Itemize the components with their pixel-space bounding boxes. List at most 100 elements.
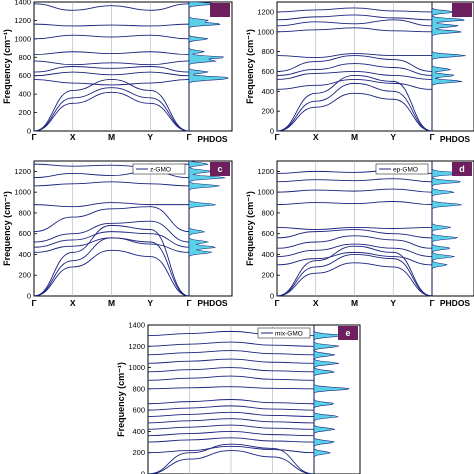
panel-c-ytick-label: 1000	[14, 188, 31, 197]
panel-c-ylabel: Frequency (cm⁻¹)	[2, 191, 12, 266]
panel-c-dos-curve	[188, 160, 226, 296]
panel-d-ytick-label: 400	[261, 250, 274, 259]
panel-e-ytick-label: 1000	[128, 363, 145, 372]
panel-d-badge	[452, 162, 472, 176]
panel-a-band-5	[33, 71, 190, 77]
panel-d-ytick-label: 200	[261, 271, 274, 280]
panel-a-band-11	[33, 3, 190, 11]
panel-e-band-7	[147, 418, 315, 424]
panel-a-badge	[210, 3, 230, 17]
panel-b-dos-curve	[431, 2, 466, 131]
panel-b-band-5	[276, 71, 433, 80]
panel-b-band-9	[276, 27, 433, 33]
panel-d-band-4	[276, 251, 433, 266]
panel-b-band-3	[276, 74, 433, 132]
panel-e-ytick-label: 1400	[128, 321, 145, 330]
panel-a-dos-label: PHDOS	[197, 134, 228, 144]
panel-b-band-4	[276, 78, 433, 90]
panel-b-ytick-label: 0	[270, 127, 274, 136]
panel-e-band-5	[147, 430, 315, 437]
panel-d-xtick-label: Γ	[274, 298, 279, 308]
panel-a-band-10	[33, 23, 190, 27]
panel-c-band-8	[33, 202, 190, 208]
panel-e-band-12	[147, 375, 315, 381]
panel-e-band-4	[147, 437, 315, 443]
panel-d-xtick-label: M	[351, 298, 358, 308]
panel-d-ytick-label: 1200	[257, 167, 274, 176]
panel-c-band-1	[33, 249, 190, 297]
panel-e-band-2	[147, 443, 315, 474]
panel-a-ytick-label: 200	[18, 108, 31, 117]
panel-c-xtick-label: X	[70, 298, 76, 308]
panel-b-ytick-label: 600	[261, 67, 274, 76]
panel-b-band-12	[276, 7, 433, 13]
panel-d-ytick-label: 1000	[257, 188, 274, 197]
panel-d-band-11	[276, 178, 433, 183]
panel-c-legend	[132, 163, 186, 175]
panel-b-ytick-label: 400	[261, 87, 274, 96]
panel-c-dos-frame	[188, 160, 233, 297]
panel-e: 0 200 400 600 800 1000 1200 1400 Frequency (cm⁻¹…	[116, 321, 361, 474]
panel-c-ytick-label: 1200	[14, 167, 31, 176]
panel-b-ytick-label: 1200	[257, 7, 274, 16]
panel-c-ytick-label: 800	[18, 208, 31, 217]
panel-d-band-9	[276, 201, 433, 206]
panel-c-band-6	[33, 220, 190, 243]
panel-d-dos-label: PHDOS	[440, 298, 471, 308]
panel-b-xtick-label: X	[313, 132, 319, 142]
panel-b-xtick-label: Γ	[429, 132, 434, 142]
panel-c-xtick-label: Γ	[31, 298, 36, 308]
panel-d-xtick-label: Y	[390, 298, 396, 308]
panel-c-xtick-label: Y	[147, 298, 153, 308]
panel-c-band-7	[33, 206, 190, 233]
panel-b-band-10	[276, 19, 433, 27]
panel-e-band-9	[147, 405, 315, 411]
panel-b-ytick-label: 1000	[257, 27, 274, 36]
panel-b-xtick-label: M	[351, 132, 358, 142]
panel-b-badge	[452, 3, 472, 17]
panel-d-band-1	[276, 262, 433, 297]
panel-e-band-6	[147, 424, 315, 430]
panel-b-band-7	[276, 55, 433, 72]
panel-c-band-9	[33, 181, 190, 187]
panel-c-dos-label: PHDOS	[197, 298, 228, 308]
panel-a-ytick-label: 800	[18, 53, 31, 62]
panel-b-band-2	[276, 82, 433, 132]
panel-a-dos-curve	[188, 1, 229, 131]
panel-b-band-1	[276, 92, 433, 132]
panel-a-ytick-label: 1400	[14, 0, 31, 7]
panel-a-ylabel: Frequency (cm⁻¹)	[2, 29, 12, 104]
panel-e-legend-label: mix-GMO	[275, 331, 303, 338]
panel-e-band-1	[147, 450, 315, 474]
panel-a-band-9	[33, 34, 190, 40]
panel-b-ylabel: Frequency (cm⁻¹)	[245, 29, 255, 104]
panel-a-xtick-label: Γ	[31, 132, 36, 142]
panel-d-ylabel: Frequency (cm⁻¹)	[245, 191, 255, 266]
panel-c-band-4	[33, 237, 190, 253]
panel-a-band-1	[33, 91, 190, 132]
panel-e-ytick-label: 200	[132, 448, 145, 457]
panel-b-ytick-label: 800	[261, 47, 274, 56]
panel-a-xtick-label: Γ	[186, 132, 191, 142]
panel-e-band-15	[147, 350, 315, 356]
panel-c-ytick-label: 0	[27, 292, 31, 301]
panel-e-ytick-label: 400	[132, 427, 145, 436]
panel-e-ytick-label: 800	[132, 384, 145, 393]
panel-e-band-11	[147, 386, 315, 390]
panel-a-ytick-label: 400	[18, 90, 31, 99]
panel-c-band-5	[33, 231, 190, 248]
panel-a-band-2	[33, 87, 190, 132]
panel-a-xtick-label: X	[70, 132, 76, 142]
panel-d: 0 200 400 600 800 1000 1200 Frequency (cm⁻¹) Γ X M…	[245, 160, 474, 308]
panel-e-band-10	[147, 399, 315, 405]
panel-d-xtick-label: X	[313, 298, 319, 308]
panel-e-band-13	[147, 367, 315, 373]
panel-c-xtick-label: M	[108, 298, 115, 308]
panel-b-dos-label: PHDOS	[440, 134, 471, 144]
panel-b-band-8	[276, 53, 432, 59]
panel-d-band-7	[276, 229, 433, 239]
panel-d-band-3	[276, 245, 433, 297]
panel-d-ytick-label: 0	[270, 292, 274, 301]
panel-a-xtick-label: Y	[147, 132, 153, 142]
